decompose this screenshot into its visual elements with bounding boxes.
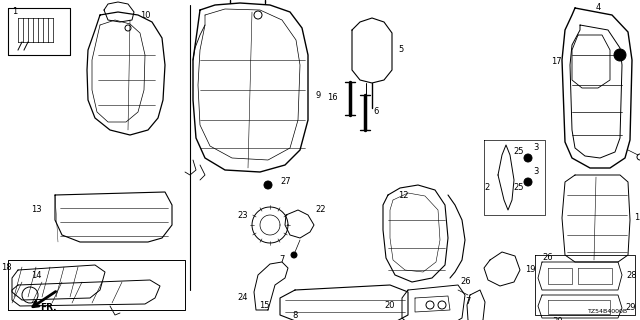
Text: 7: 7 — [280, 255, 285, 265]
Text: 3: 3 — [533, 143, 539, 153]
Text: 19: 19 — [525, 266, 536, 275]
Text: 30: 30 — [553, 317, 563, 320]
Circle shape — [264, 181, 272, 189]
Circle shape — [614, 49, 626, 61]
Text: 4: 4 — [595, 4, 600, 12]
Text: 26: 26 — [543, 253, 554, 262]
Text: 8: 8 — [292, 310, 298, 319]
Text: 17: 17 — [552, 58, 562, 67]
Text: TZ54B4000B: TZ54B4000B — [588, 309, 628, 314]
Text: 11: 11 — [634, 213, 640, 222]
Text: 23: 23 — [237, 211, 248, 220]
Circle shape — [524, 178, 532, 186]
Text: 15: 15 — [259, 300, 270, 309]
Text: 24: 24 — [237, 293, 248, 302]
Text: 12: 12 — [398, 190, 408, 199]
Text: 25: 25 — [513, 183, 524, 193]
Text: 10: 10 — [140, 11, 150, 20]
Circle shape — [524, 154, 532, 162]
Text: 26: 26 — [460, 277, 470, 286]
Text: 3: 3 — [533, 167, 539, 177]
Text: 16: 16 — [328, 93, 338, 102]
Text: 25: 25 — [513, 148, 524, 156]
Text: 9: 9 — [315, 91, 320, 100]
Text: 5: 5 — [398, 45, 403, 54]
Text: 6: 6 — [373, 108, 378, 116]
Text: 18: 18 — [1, 263, 12, 273]
Text: 1: 1 — [12, 7, 18, 17]
Text: 7: 7 — [465, 298, 470, 307]
Text: 14: 14 — [31, 270, 42, 279]
Text: 13: 13 — [31, 205, 42, 214]
Text: 2: 2 — [484, 183, 490, 193]
Text: 28: 28 — [626, 270, 637, 279]
Text: 20: 20 — [385, 300, 395, 309]
Circle shape — [291, 252, 297, 258]
Text: FR.: FR. — [40, 302, 56, 311]
Text: 27: 27 — [280, 178, 291, 187]
Text: 29: 29 — [625, 303, 636, 313]
Text: 22: 22 — [315, 205, 326, 214]
